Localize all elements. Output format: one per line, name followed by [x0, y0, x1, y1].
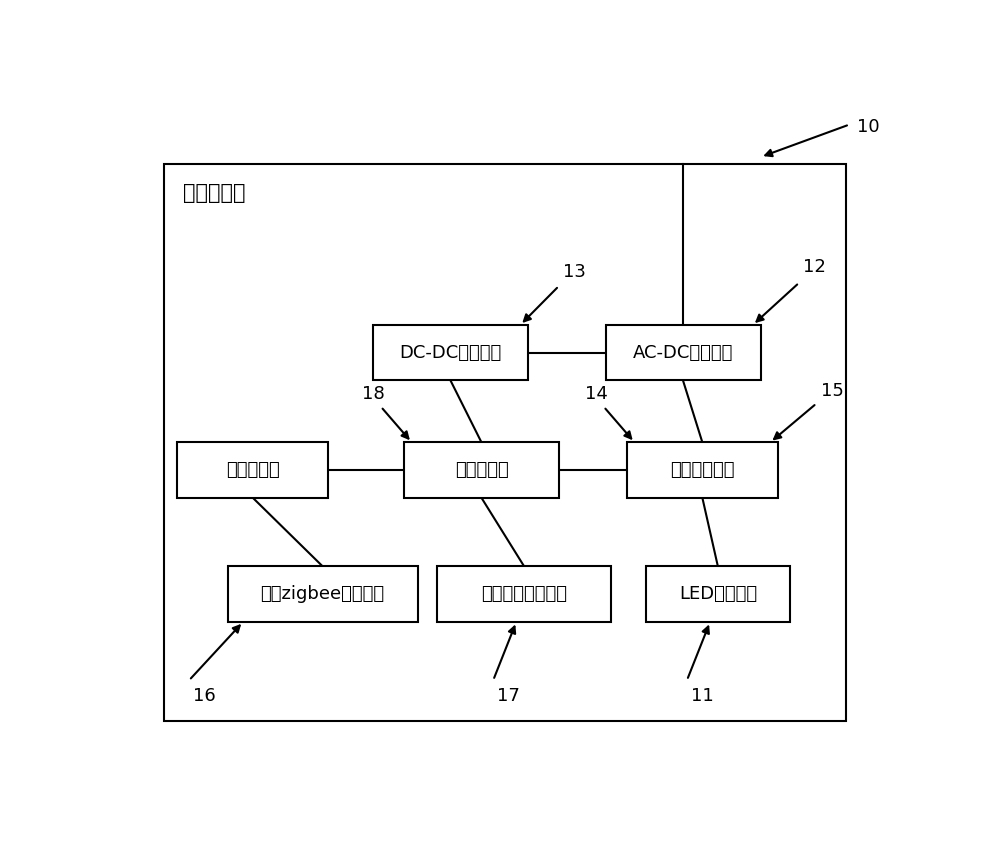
Bar: [606, 325, 761, 380]
Text: 灯具zigbee通信模块: 灯具zigbee通信模块: [261, 585, 385, 603]
Text: 灯具蓝牙通信模块: 灯具蓝牙通信模块: [481, 585, 567, 603]
Bar: [627, 442, 778, 498]
Bar: [228, 567, 418, 622]
Text: AC-DC转换电路: AC-DC转换电路: [633, 344, 733, 362]
Text: 17: 17: [497, 687, 520, 705]
Text: 16: 16: [193, 687, 216, 705]
Text: 18: 18: [362, 385, 385, 403]
Text: DC-DC转换电路: DC-DC转换电路: [399, 344, 502, 362]
Bar: [177, 442, 328, 498]
Text: 灯具控制器: 灯具控制器: [455, 461, 508, 479]
Bar: [404, 442, 559, 498]
Text: 15: 15: [821, 382, 843, 400]
Text: 10: 10: [857, 118, 880, 136]
Bar: [164, 163, 846, 721]
Text: 13: 13: [563, 263, 586, 280]
Bar: [646, 567, 790, 622]
Text: 灯具驱动电路: 灯具驱动电路: [670, 461, 735, 479]
Bar: [437, 567, 611, 622]
Text: 11: 11: [691, 687, 714, 705]
Text: LED照明元件: LED照明元件: [679, 585, 757, 603]
Bar: [373, 325, 528, 380]
Text: 12: 12: [803, 258, 826, 276]
Text: 室内照明灯: 室内照明灯: [183, 183, 246, 203]
Text: 亮度传感器: 亮度传感器: [226, 461, 280, 479]
Text: 14: 14: [585, 385, 607, 403]
